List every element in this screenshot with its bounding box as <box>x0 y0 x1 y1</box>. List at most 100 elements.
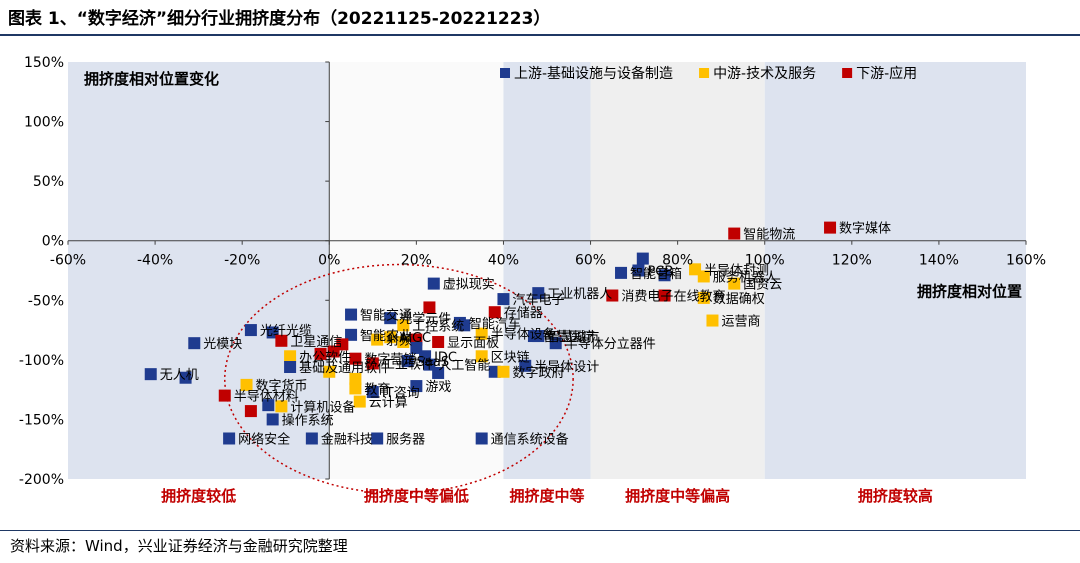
data-point <box>458 319 471 332</box>
data-point <box>384 312 397 325</box>
point-label: 智能物流 <box>743 228 795 243</box>
x-tick-label: 60% <box>575 253 606 269</box>
point-label: 半导体设备 <box>491 327 556 343</box>
data-point <box>432 366 445 379</box>
zone-band <box>503 62 591 479</box>
data-point <box>532 287 545 300</box>
data-point <box>349 372 362 385</box>
data-point <box>606 289 619 302</box>
point-label: 智能汽车 <box>469 316 521 332</box>
highlight-ellipse-layer <box>224 263 574 495</box>
data-point <box>262 399 275 412</box>
data-point <box>532 330 545 343</box>
x-tick-label: 20% <box>401 253 432 269</box>
point-label: 射频 <box>386 333 412 349</box>
x-tick-label: 80% <box>662 253 693 269</box>
point-label: 显示面板 <box>447 336 499 351</box>
data-point <box>179 371 192 384</box>
data-point <box>345 308 358 321</box>
point-label: 半导体设计 <box>534 360 599 375</box>
figure-title: 图表 1、“数字经济”细分行业拥挤度分布（20221125-20221223） <box>8 9 551 29</box>
point-label: 区块链 <box>491 350 530 365</box>
point-label: 操作系统 <box>282 412 334 428</box>
point-label: 办公软件 <box>299 350 351 365</box>
point-label: 游戏 <box>425 380 451 395</box>
y-axis-title: 拥挤度相对位置变化 <box>84 70 219 88</box>
data-point <box>188 337 201 350</box>
data-point <box>401 355 414 368</box>
data-point <box>384 331 397 344</box>
point-label: 人工智能 <box>438 359 490 374</box>
point-label: 工业软件 <box>382 357 434 372</box>
x-tick-label: 120% <box>832 253 872 269</box>
data-point <box>706 314 719 327</box>
data-point <box>240 378 253 391</box>
data-point <box>728 227 741 240</box>
legend: 上游-基础设施与设备制造 中游-技术及服务 下游-应用 <box>500 65 917 82</box>
data-point <box>549 337 562 350</box>
data-point <box>244 405 257 418</box>
point-label: 云计算 <box>369 396 408 411</box>
zone-label: 拥挤度较高 <box>858 487 933 505</box>
legend-label: 上游-基础设施与设备制造 <box>514 65 673 82</box>
point-label: 基础及通用软件 <box>299 361 390 376</box>
data-point <box>636 252 649 265</box>
point-label: 卫星通信 <box>290 335 342 350</box>
point-label: IT咨询 <box>382 386 420 401</box>
point-label: 无人机 <box>160 368 199 383</box>
zone-band <box>329 62 504 479</box>
data-point <box>218 389 231 402</box>
data-point <box>284 361 297 374</box>
data-point <box>323 365 336 378</box>
x-tick-label: -40% <box>137 253 173 269</box>
point-label: 工控系统 <box>412 319 464 334</box>
zone-label: 拥挤度中等偏高 <box>625 487 730 505</box>
x-tick-label: 40% <box>488 253 519 269</box>
data-point <box>275 334 288 347</box>
legend-swatch <box>500 68 510 78</box>
data-point <box>366 357 379 370</box>
data-point <box>366 386 379 399</box>
x-tick-label: -20% <box>224 253 260 269</box>
point-label: 数字营销 <box>364 353 416 368</box>
point-label: PCB <box>647 265 673 280</box>
data-point <box>371 432 384 445</box>
axes <box>67 61 1027 480</box>
zone-label: 拥挤度中等 <box>509 487 584 505</box>
point-label: 智能音箱 <box>630 266 682 282</box>
point-label: 计算机设备 <box>290 399 355 415</box>
data-point <box>658 269 671 282</box>
data-point <box>314 347 327 360</box>
data-point <box>728 277 741 290</box>
y-tick-label: 150% <box>24 55 64 71</box>
tick-labels: -60% -40% -20% 0% 20% 40% 60% 80% 100% 120% 140% 16… <box>19 55 1046 488</box>
data-point <box>475 432 488 445</box>
data-point <box>275 400 288 413</box>
data-point <box>423 301 436 314</box>
data-point <box>497 365 510 378</box>
x-tick-label: 0% <box>318 253 340 269</box>
y-tick-label: 50% <box>33 174 64 190</box>
data-point <box>244 324 257 337</box>
x-axis-title: 拥挤度相对位置 <box>917 283 1022 301</box>
y-tick-label: -100% <box>19 353 64 369</box>
data-points <box>144 221 837 445</box>
point-label: AIGC <box>399 331 431 346</box>
data-point <box>336 338 349 351</box>
point-label: 数据确权 <box>713 291 765 307</box>
data-point <box>410 380 423 393</box>
point-label: 虚拟现实 <box>443 278 495 293</box>
point-label: IDC <box>434 350 457 365</box>
zone-label: 拥挤度较低 <box>161 487 236 505</box>
point-label: 智慧城市 <box>547 329 599 345</box>
point-label: 光模块 <box>203 337 242 352</box>
source-rule <box>0 530 1080 531</box>
data-point <box>475 350 488 363</box>
point-label: 教育 <box>364 381 390 397</box>
data-point <box>497 293 510 306</box>
point-label: 运营商 <box>721 315 760 330</box>
data-point <box>488 306 501 319</box>
point-label: 网络安全 <box>238 431 290 447</box>
point-label: 智能农业 <box>360 329 412 344</box>
